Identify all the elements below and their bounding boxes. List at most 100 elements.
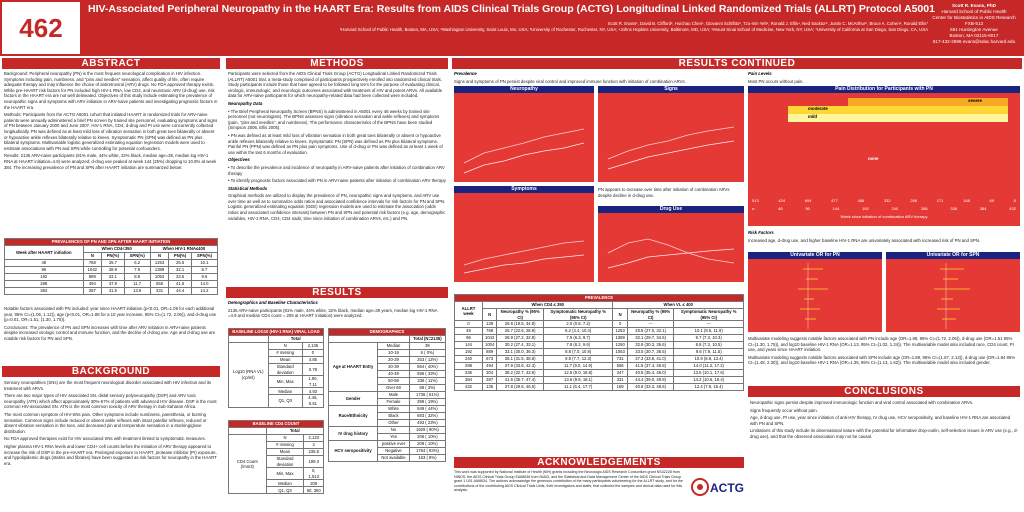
logo-text: ACTG (710, 481, 744, 495)
table-cell: N (265, 434, 305, 442)
plot-title: Univariate OR for PN (748, 252, 882, 259)
table-cell: 9.8 (7.7, 12.3) (542, 355, 614, 364)
table-row: 48 768 25.7 (22.6, 28.9) 6.2 (4.4, 10.4) 125… (454, 327, 744, 336)
table-cell: 331 (612, 376, 628, 385)
table-cell: 0, 1,513 (303, 467, 324, 481)
table-header: Total (265, 427, 325, 435)
table-cell: 9.6 (7.9, 11.5) (673, 348, 744, 357)
table-cell: Median (267, 387, 303, 396)
table-cell: 0 (612, 320, 628, 329)
table-cell: 13.5 (10.1, 17.6) (673, 369, 744, 378)
table-cell: # missing (265, 441, 305, 449)
poster-authors: Scott R. Evans¹, David B. Clifford², Hui… (88, 21, 928, 33)
table-cell: N (267, 342, 303, 350)
results-continued-heading: RESULTS CONTINUED (452, 58, 1022, 69)
signs-plot-lines (607, 126, 735, 170)
prevalence-table: PREVALENCE ALLRT week When CD4 ≤ 350 Whe… (454, 294, 744, 392)
plot-line (463, 142, 585, 174)
table-cell: Female (377, 398, 410, 406)
table-subheader: Neuropathy % (95% CI) (496, 307, 544, 322)
table-cell: 41.5 (168, 280, 192, 288)
signs-plot: Signs (598, 86, 744, 182)
pain-count: 171 (936, 198, 944, 203)
table-row: Log10 (RNA VL) (cp/ml) N 2,135 (228, 342, 325, 408)
pain-week: 336 (950, 206, 958, 211)
conclusion-para: Limitations of this study include its ob… (750, 428, 1018, 439)
table-cell: 8.7 (190, 266, 219, 274)
pain-count: 8 (1013, 198, 1016, 203)
table-cell: 169 (612, 383, 628, 392)
abstract-body: Background: Peripheral neuropathy (PN) i… (4, 71, 218, 236)
table-row: Race/Ethnicity White 949 ( 44%) (327, 405, 447, 427)
table-cell: 37.9 (33.6, 42.3) (496, 362, 544, 371)
pain-text: Most PN occurs without pain. (748, 78, 804, 84)
pain-count: 486 (857, 198, 865, 203)
background-para: The most common symptom of HIV-SNs pain.… (4, 411, 207, 434)
pain-distribution-plot: Pain Distribution for Participants with … (748, 86, 1020, 226)
table-cell: 288 (4, 280, 84, 288)
table-cell: # missing (267, 349, 303, 357)
author-list: Scott R. Evans¹, David B. Clifford², Hui… (607, 21, 928, 26)
methods-subtitle: Statistical Methods (228, 186, 446, 192)
table-cell: 768 (82, 259, 103, 267)
table-cell: 9.6 (190, 273, 219, 281)
demo-title-text: Demographics and Baseline Characteristic… (228, 300, 318, 305)
obj-title: Objectives (228, 157, 250, 163)
pain-week: 192 (862, 206, 869, 211)
methods-heading: METHODS (226, 58, 448, 69)
pain-label-mild: mild (808, 114, 818, 119)
pain-count: 694 (804, 198, 812, 203)
poster-title: HIV-Associated Peripheral Neuropathy in … (88, 3, 935, 15)
methods-bullet: • To identify prognostic factors associa… (228, 178, 446, 184)
table-cell: 8.7 (7.3, 10.3) (673, 334, 744, 343)
plot-title: Drug Use (598, 206, 744, 213)
pain-week: 144 (832, 206, 840, 211)
table-subheader: Symptomatic Neuropathy % (95% CI) (673, 307, 744, 322)
background-heading: BACKGROUND (2, 366, 220, 377)
table-cell: Median (377, 342, 410, 350)
table-cell: 20-29 (377, 356, 410, 364)
table-cell: 4.85 (301, 356, 325, 364)
table-cell: Other (377, 419, 410, 427)
table-cell: 384 (454, 376, 483, 385)
table-row: Q1, Q3 60, 350 (229, 486, 324, 495)
table-cell: 7.9 (6.3, 9.7) (542, 334, 614, 343)
table-row: Age at HAART Entry Median 39 (327, 342, 447, 392)
table-cell: 41.5 (37.4, 45.8) (626, 362, 675, 371)
table-cell: 25.5 (27.0, 32.1) (626, 327, 675, 336)
conclusion-para: Age, d-drug use, PI use, year since init… (750, 415, 1011, 426)
table-cell: 44.4 (39.0, 49.9) (626, 376, 675, 385)
prev-title-text: Prevalence (454, 71, 477, 76)
table-cell: 26.6 (19.5, 34.8) (496, 320, 544, 329)
table-subheader: PN(%) (101, 252, 125, 260)
methods-bullet: • The Brief Peripheral Neuropathy Screen… (228, 108, 440, 131)
table-cell: Standard deviation (267, 362, 303, 377)
risk-title-text: Risk Factors (748, 230, 774, 235)
table-row: 96 1042 28.9 7.9 1389 32.1 8.7 (4, 266, 219, 274)
table-cell: 1929 ( 90%) (408, 426, 447, 434)
table-row: CD4 Count (/mm3) N 2,133 (228, 433, 324, 495)
table-cell: 889 (481, 348, 498, 357)
methods-subtitle: Objectives (228, 157, 446, 163)
table-cell: 14.0 (190, 280, 219, 288)
table-header: When VL ≤ 400 (612, 301, 744, 309)
table-cell: Over 60 (377, 384, 410, 392)
table-cell: --- (673, 320, 744, 329)
table-group-label: Gender (327, 391, 379, 406)
table-cell: 37.3 (33.8, 41.0) (626, 355, 675, 364)
table-cell: 40.6 (35.4, 46.0) (626, 369, 675, 378)
table-cell: 235.8 (303, 448, 324, 456)
table-cell: 6.2 (4.4, 10.4) (542, 327, 614, 336)
table-cell: Mean (265, 448, 305, 456)
contact-line: 651 Huntington Avenue (950, 27, 998, 32)
table-cell: 8.8 (7.0, 10.8) (542, 348, 614, 357)
table-row: Gender Male 1736 ( 81%) (327, 391, 447, 406)
table-cell: 33.5 (168, 273, 192, 281)
table-cell: 25.5 (168, 259, 192, 267)
table-cell: 7.9 (123, 266, 151, 274)
table-cell: Black (377, 412, 410, 420)
table-cell: 33.1 (30.0, 36.3) (496, 348, 544, 357)
table-group-label: IV drug history (327, 426, 379, 441)
prevalence-intro: Prevalence Signs and symptoms of PN pers… (454, 71, 744, 85)
table-cell: 1253 (612, 327, 628, 336)
